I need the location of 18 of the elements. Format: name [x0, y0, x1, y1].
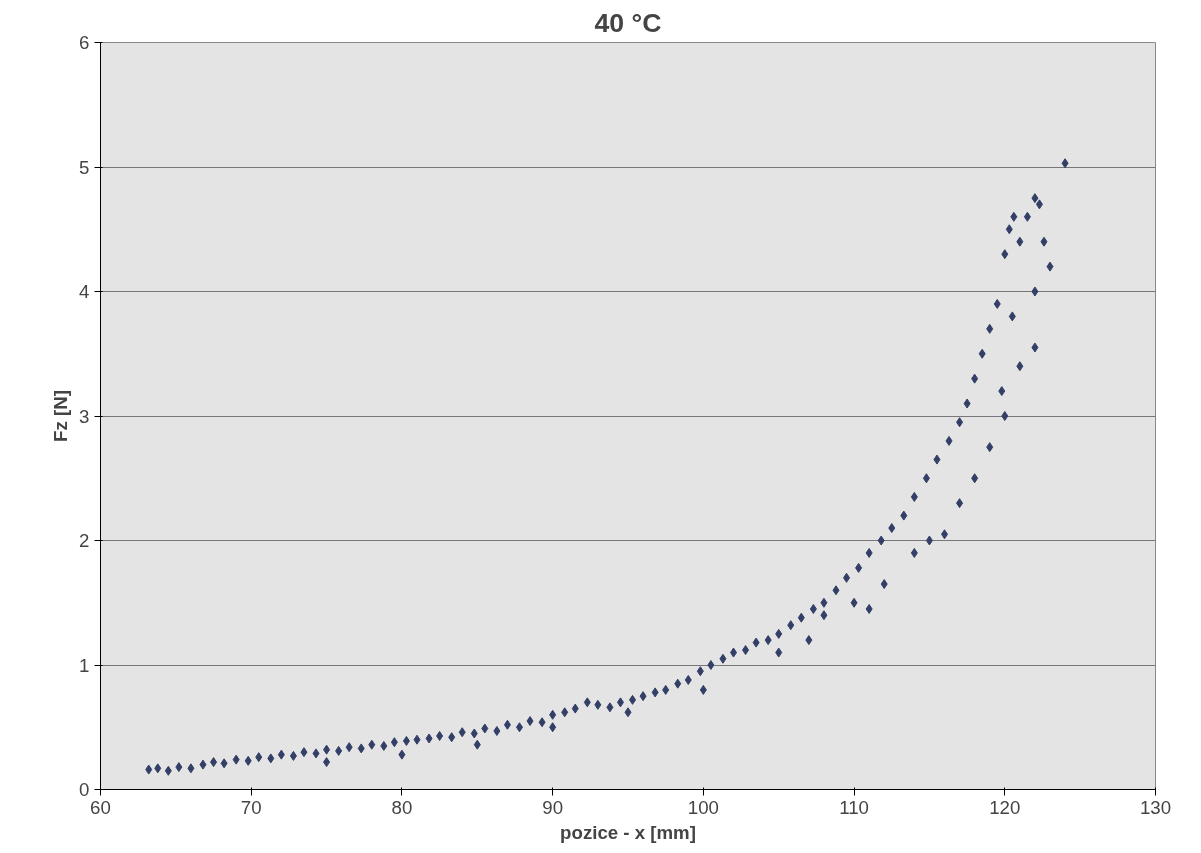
y-tick-label: 6 — [79, 32, 90, 53]
x-tick-label: 70 — [240, 796, 262, 818]
x-tick-label: 60 — [90, 796, 111, 818]
y-tick-label: 0 — [79, 779, 90, 800]
x-tick-label: 100 — [687, 796, 719, 818]
y-tick-label: 2 — [79, 530, 90, 551]
x-tick-label: 110 — [839, 796, 869, 818]
x-tick-label: 130 — [1139, 796, 1172, 818]
x-tick-label: 80 — [391, 796, 413, 818]
y-tick-label: 4 — [79, 281, 90, 302]
y-tick-label: 1 — [79, 654, 90, 676]
y-tick-label: 3 — [79, 405, 90, 427]
x-tick-label: 90 — [542, 796, 564, 818]
x-tick-label: 120 — [989, 796, 1021, 818]
x-axis-title: pozice - x [mm] — [560, 821, 696, 843]
chart-title: 40 °C — [594, 7, 662, 38]
y-tick-label: 5 — [79, 156, 90, 178]
y-axis-title: Fz [N] — [50, 390, 72, 442]
